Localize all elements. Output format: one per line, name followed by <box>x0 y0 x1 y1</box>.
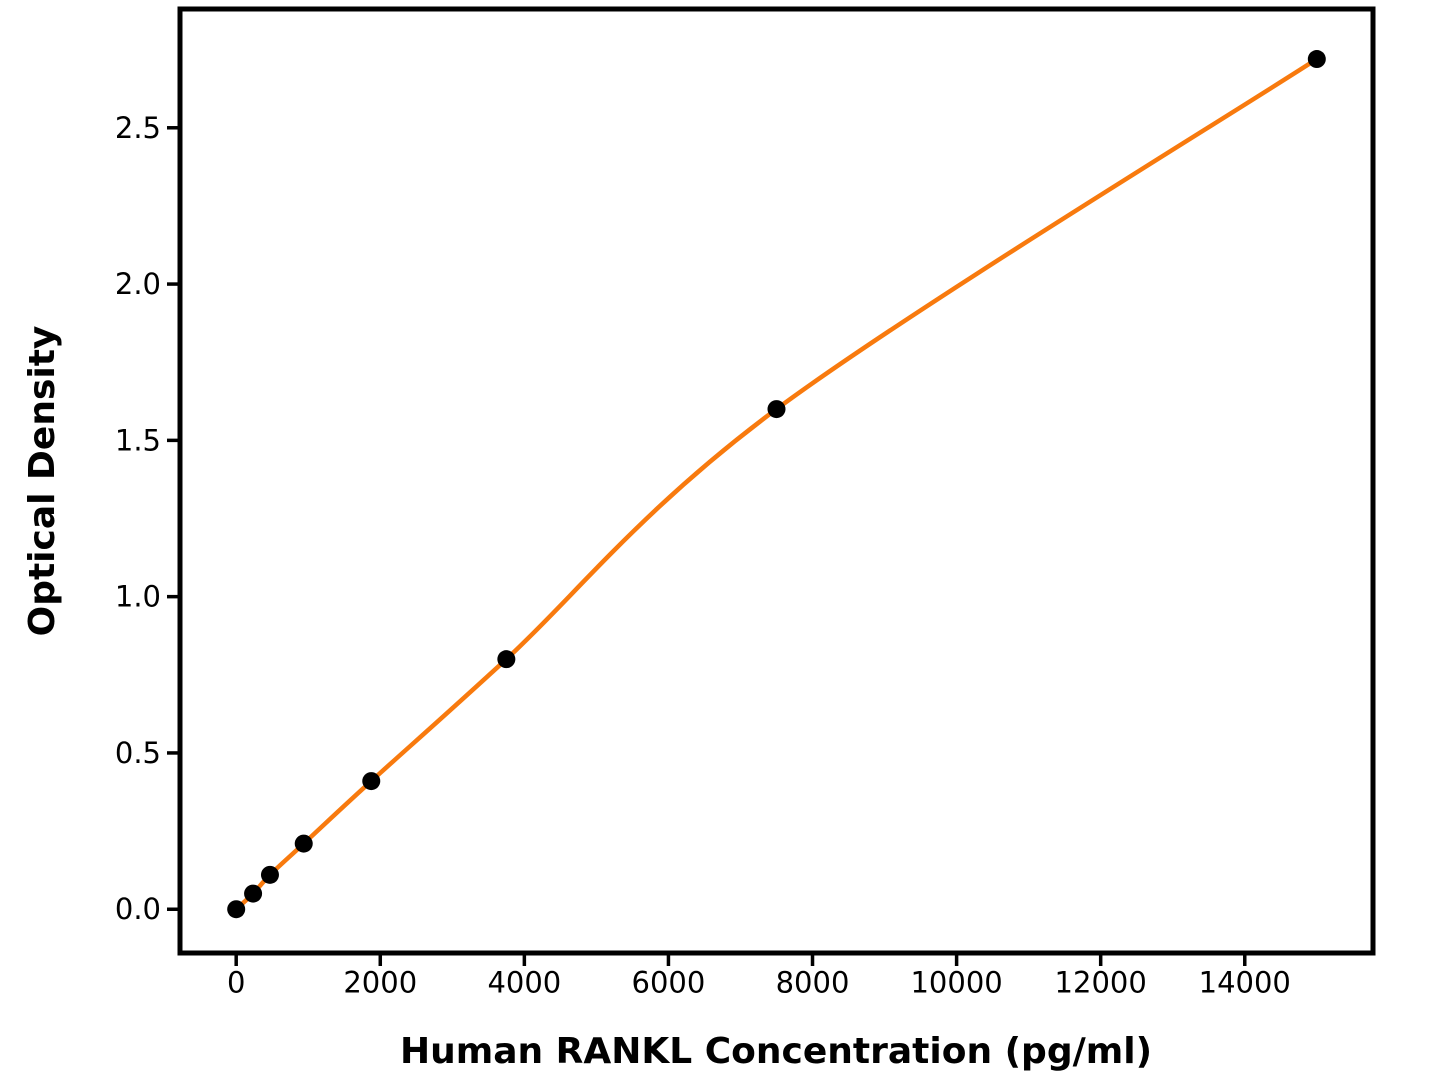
data-point <box>227 900 246 919</box>
y-tick-label: 2.5 <box>115 111 161 145</box>
axis-ticks: 0 2000 4000 6000 8000 10000 12000 14000 0.0 0.5 1.… <box>115 111 1291 1000</box>
plot-border <box>177 6 1376 956</box>
data-point <box>294 834 313 853</box>
x-tick-label: 10000 <box>910 966 1002 1000</box>
data-point <box>1307 50 1326 69</box>
data-point <box>260 865 279 884</box>
data-point <box>497 650 516 669</box>
x-axis-title: Human RANKL Concentration (pg/ml) <box>400 1031 1152 1072</box>
data-point <box>244 884 263 903</box>
y-tick-label: 1.0 <box>115 580 161 614</box>
x-tick-label: 12000 <box>1055 966 1147 1000</box>
plot-data <box>227 50 1326 919</box>
x-tick-label: 4000 <box>487 966 561 1000</box>
y-tick-label: 2.0 <box>115 267 161 301</box>
fit-curve <box>233 56 1320 912</box>
y-axis-title: Optical Density <box>22 326 63 637</box>
x-tick-label: 0 <box>227 966 245 1000</box>
y-tick-label: 1.5 <box>115 423 161 457</box>
y-tick-label: 0.0 <box>115 892 161 926</box>
x-tick-label: 6000 <box>632 966 706 1000</box>
x-tick-label: 8000 <box>776 966 850 1000</box>
data-point <box>362 772 381 791</box>
x-tick-label: 14000 <box>1199 966 1291 1000</box>
data-point <box>767 400 786 419</box>
y-tick-label: 0.5 <box>115 736 161 770</box>
x-tick-label: 2000 <box>343 966 417 1000</box>
